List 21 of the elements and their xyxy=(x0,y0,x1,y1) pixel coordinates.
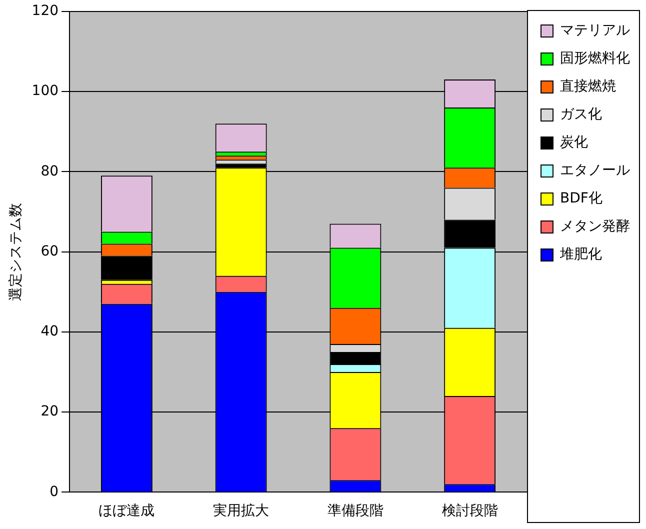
x-tick-label: 実用拡大 xyxy=(213,503,270,520)
x-tick-label: 検討段階 xyxy=(442,503,498,520)
legend-label: 直接燃焼 xyxy=(560,78,616,95)
x-tick-label: ほぼ達成 xyxy=(98,503,155,520)
y-tick-label: 0 xyxy=(50,484,59,500)
y-axis-title: 選定システム数 xyxy=(8,202,24,301)
legend-label: メタン発酵 xyxy=(560,218,630,235)
x-tick-label: 準備段階 xyxy=(327,503,384,520)
legend-label: BDF化 xyxy=(560,190,602,207)
y-tick-label: 100 xyxy=(32,83,59,100)
legend-label: エタノール xyxy=(560,162,630,179)
y-tick-label: 40 xyxy=(40,324,59,340)
legend-label: 堆肥化 xyxy=(559,246,602,263)
legend-label: 炭化 xyxy=(560,134,588,151)
y-tick-label: 120 xyxy=(32,3,59,20)
legend-label: ガス化 xyxy=(560,106,602,123)
legend-label: 固形燃料化 xyxy=(560,50,630,67)
y-tick-label: 60 xyxy=(40,243,59,260)
y-tick-label: 20 xyxy=(40,404,59,420)
y-tick-label: 80 xyxy=(40,163,59,180)
legend-label: マテリアル xyxy=(560,22,630,39)
